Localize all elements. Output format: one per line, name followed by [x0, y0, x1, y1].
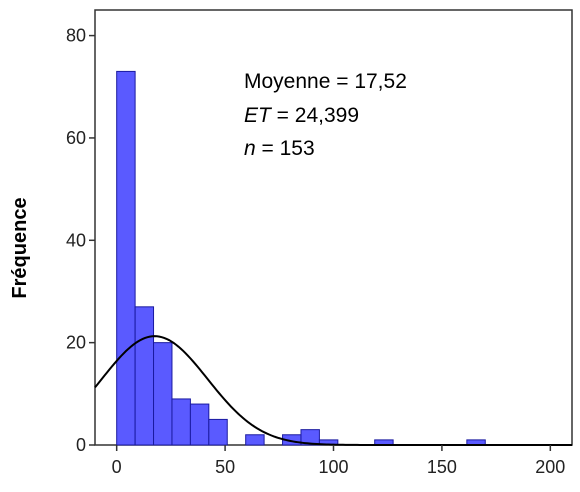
x-tick-label: 100: [318, 457, 348, 477]
y-tick-label: 0: [76, 435, 86, 455]
x-tick-label: 50: [215, 457, 235, 477]
y-axis-label: Fréquence: [9, 197, 31, 298]
histogram-bar: [134, 306, 155, 446]
n-annotation-label: n: [244, 137, 256, 160]
sd-annotation-label: ET: [244, 104, 273, 127]
y-tick-label: 60: [66, 128, 86, 148]
n-annotation: n = 153: [244, 137, 315, 160]
normal-curve: [94, 335, 572, 446]
histogram-bar: [153, 342, 173, 446]
x-tick-label: 200: [535, 457, 565, 477]
mean-annotation: Moyenne = 17,52: [244, 70, 407, 93]
histogram-bar: [189, 403, 210, 446]
n-annotation-value: = 153: [256, 137, 315, 160]
histogram-bar: [245, 434, 265, 446]
y-tick-label: 80: [66, 26, 86, 46]
x-tick-label: 0: [112, 457, 122, 477]
curve-layer: [94, 335, 572, 446]
sd-annotation-value: = 24,399: [271, 104, 359, 127]
sd-annotation: ET = 24,399: [244, 104, 359, 127]
histogram-bar: [208, 418, 228, 446]
histogram-bar: [171, 398, 191, 446]
y-tick-label: 40: [66, 230, 86, 250]
y-tick-label: 20: [66, 333, 86, 353]
bars-layer: [116, 70, 486, 446]
x-tick-label: 150: [427, 457, 457, 477]
histogram-bar: [116, 70, 136, 446]
axes-layer: 0 20 40 60 80 0 50 100 150 200: [66, 26, 565, 477]
histogram-bar: [300, 429, 320, 446]
